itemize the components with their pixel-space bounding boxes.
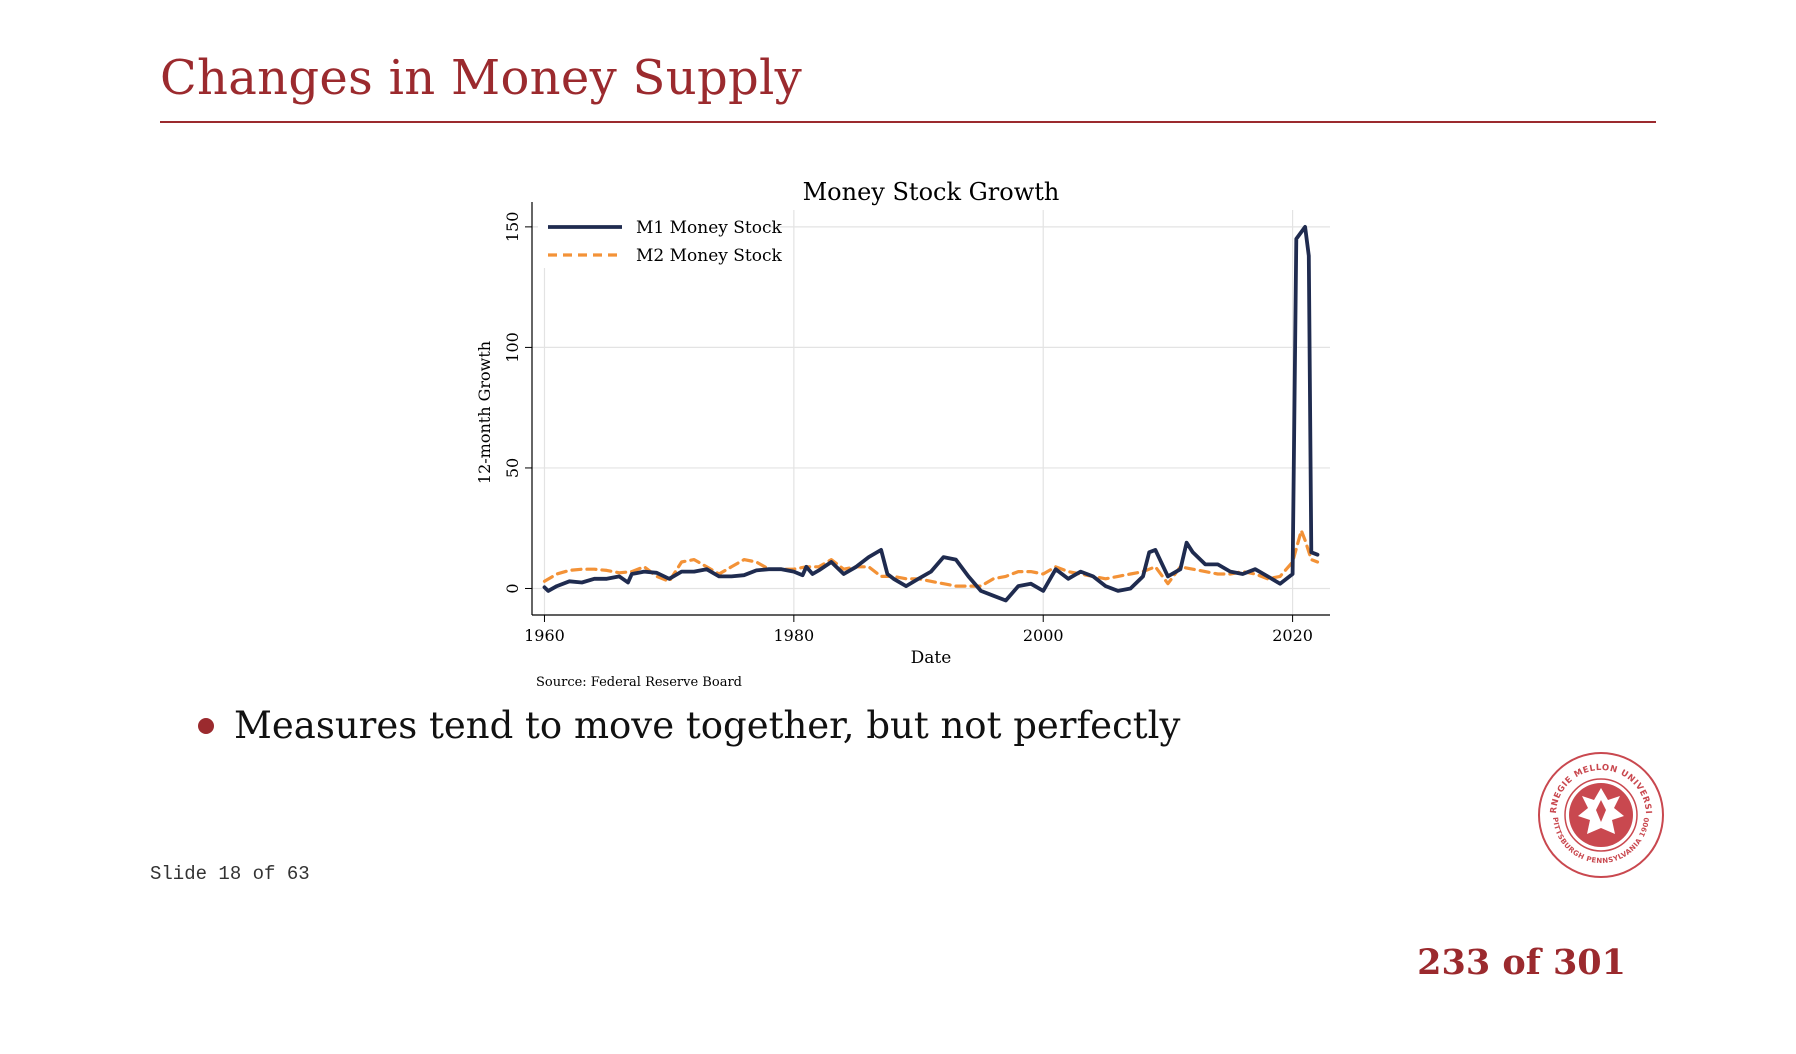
series-line-m1 bbox=[542, 225, 1320, 603]
tick-layer: 1960 1980 2000 2020 0 50 100 150 bbox=[503, 212, 1313, 645]
chart-svg: 1960 1980 2000 2020 0 50 100 150 Money Stock Gr… bbox=[475, 178, 1330, 690]
legend-m1-label: M1 Money Stock bbox=[636, 218, 783, 238]
bullet-dot bbox=[198, 717, 214, 734]
grid-layer bbox=[532, 210, 1330, 615]
x-tick-label: 1960 bbox=[524, 626, 565, 645]
page-counter: 233 of 301 bbox=[1417, 942, 1626, 983]
series-layer bbox=[542, 225, 1320, 603]
chart-legend: M1 Money Stock M2 Money Stock bbox=[538, 208, 783, 268]
bullet-text: Measures tend to move together, but not … bbox=[234, 704, 1181, 747]
bullet-item: Measures tend to move together, but not … bbox=[198, 704, 1180, 747]
x-tick-label: 2000 bbox=[1023, 626, 1064, 645]
slide-counter: Slide 18 of 63 bbox=[150, 863, 310, 885]
y-tick-label: 150 bbox=[503, 212, 522, 243]
legend-m2-label: M2 Money Stock bbox=[636, 246, 783, 266]
slide-title: Changes in Money Supply bbox=[160, 50, 803, 106]
cmu-seal-logo: CARNEGIE MELLON UNIVERSITY PITTSBURGH PE… bbox=[1536, 750, 1664, 878]
y-tick-label: 0 bbox=[503, 583, 522, 593]
money-stock-chart: 1960 1980 2000 2020 0 50 100 150 Money Stock Gr… bbox=[470, 170, 1350, 700]
y-tick-label: 50 bbox=[503, 458, 522, 478]
x-tick-label: 2020 bbox=[1272, 626, 1313, 645]
x-axis-label: Date bbox=[911, 648, 952, 668]
y-axis-label: 12-month Growth bbox=[475, 341, 494, 484]
title-rule bbox=[160, 121, 1656, 123]
legend-background bbox=[538, 208, 766, 268]
source-note: Source: Federal Reserve Board bbox=[536, 675, 742, 690]
chart-title: Money Stock Growth bbox=[803, 178, 1060, 206]
series-line-m2 bbox=[542, 529, 1320, 588]
y-tick-label: 100 bbox=[503, 332, 522, 363]
x-tick-label: 1980 bbox=[773, 626, 814, 645]
